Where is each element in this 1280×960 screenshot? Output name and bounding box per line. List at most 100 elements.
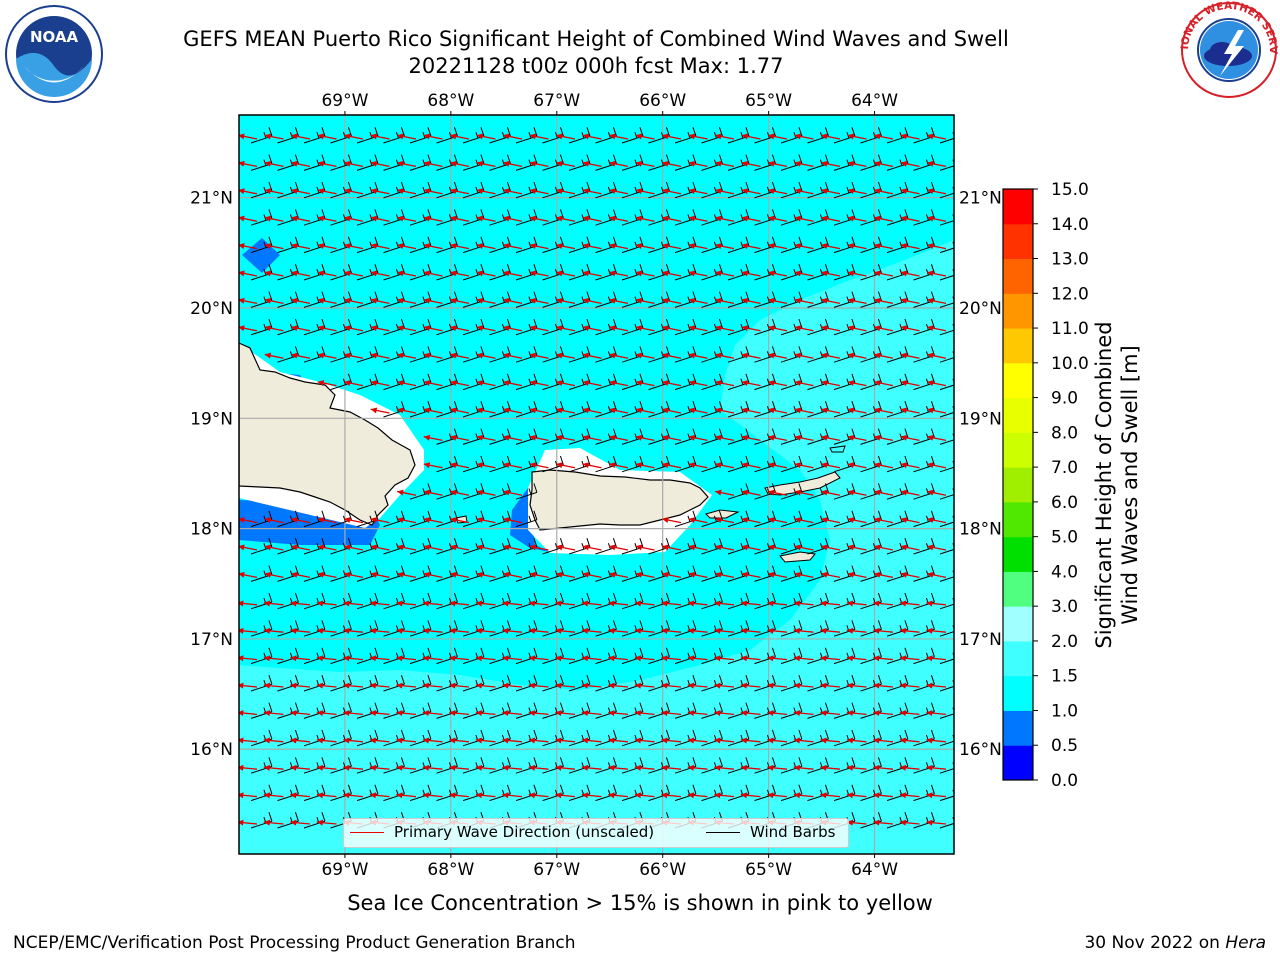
wave-arrow-head [529,571,537,578]
wave-arrow-head [503,160,510,167]
wave-arrow-head [768,380,775,386]
wind-barb-flag [718,236,723,246]
wave-arrow-head [794,243,802,249]
wind-barb-flag [586,620,591,630]
wave-arrow-head [609,544,616,551]
wave-arrow-head [344,544,351,551]
wind-barb-flag [745,264,750,274]
wind-barb-flag [851,428,856,438]
wave-arrow-head [714,682,721,689]
wave-arrow-head [608,627,615,634]
wind-barb-flag [374,538,379,548]
wind-barb-flag [665,702,670,712]
wind-barb-flag [268,538,273,548]
wave-arrow-head [846,710,854,717]
wave-arrow-head [847,352,855,359]
wind-barb-flag [506,538,511,548]
wind-barb-staff [939,329,954,336]
wave-arrow-head [794,462,802,469]
wind-barb-flag [877,592,882,603]
wind-barb-flag [294,538,299,548]
wind-barb-flag [639,209,644,219]
wave-arrow-head [609,133,616,140]
wave-arrow-head [847,571,855,578]
wave-arrow-head [503,188,510,195]
wind-barb-flag [718,784,723,794]
wind-barb-flag [798,209,803,219]
wind-barb-flag [374,784,379,794]
wave-arrow-head [528,600,536,607]
wave-arrow-head [369,627,377,634]
wind-barb-flag [692,702,697,712]
wind-barb-flag [400,401,405,411]
wave-arrow-head [529,407,537,414]
wave-arrow-head [369,764,377,771]
wind-barb-flag [268,757,273,767]
wind-barb-flag [665,373,670,383]
colorbar-swatch [1003,328,1033,364]
wave-arrow-head [794,434,802,441]
wind-barb-flag [400,291,405,301]
wave-arrow-head [316,819,324,826]
wind-barb-flag [374,154,379,164]
wind-barb-flag [427,784,432,794]
wave-arrow-head [609,325,616,332]
wave-arrow-head [662,160,669,167]
wind-barb-flag [480,729,485,740]
wave-arrow-head [369,792,377,799]
wave-arrow-head [793,737,801,744]
legend-item-wind-barbs: Wind Barbs [706,823,835,841]
wind-barb-flag [745,565,750,575]
wind-barb-flag [400,675,405,685]
wave-arrow-head [821,188,828,195]
wind-barb-flag [851,675,856,685]
wave-arrow-head [900,352,908,359]
wind-barb-flag [904,565,909,575]
wind-barb-flag [506,784,511,794]
wave-arrow-head [502,792,509,799]
wind-barb-flag [586,373,591,383]
wave-arrow-head [239,655,244,662]
wind-barb-flag [718,565,723,575]
wind-barb-flag [958,374,961,383]
wave-arrow-head [581,600,589,607]
wind-barb-flag [718,209,723,219]
wind-barb-flag [294,291,299,301]
wave-arrow-head [397,407,404,414]
wave-arrow-head [317,544,325,551]
wave-arrow-head [422,627,430,634]
wind-barb-flag [506,401,511,411]
wave-arrow-head [291,352,298,359]
wind-barb-flag [798,181,803,192]
wave-arrow-head [741,517,749,523]
wave-arrow-head [581,792,589,799]
wind-barb-flag [321,702,326,712]
wave-arrow-head [741,380,749,386]
wind-barb-flag [586,291,591,301]
wave-arrow-head [608,792,615,799]
wind-barb-flag [877,647,882,657]
wind-barb-flag [480,373,485,383]
wave-arrow-head [343,737,350,744]
wind-barb-flag [771,757,776,767]
wind-barb-flag [400,647,405,657]
wave-arrow-head [239,571,245,578]
wave-arrow-head [239,243,245,249]
wave-arrow-head [608,682,615,689]
wave-arrow-head [715,407,722,414]
wind-barb-flag [480,401,485,411]
wave-arrow-head [874,517,881,523]
wave-arrow-head [662,544,669,551]
wind-barb-flag [639,373,644,383]
wind-barb-flag [718,346,723,356]
wind-barb-staff [939,439,954,445]
wind-barb-flag [851,154,856,164]
wave-arrow-head [608,655,615,662]
colorbar-tick-label: 3.0 [1051,597,1078,617]
wind-barb-flag [453,510,458,520]
wave-arrow-head [370,133,378,140]
wave-arrow-head [740,655,748,662]
wind-barb-flag [506,127,511,137]
land-virgin-islands [764,471,841,496]
wind-barb-flag [958,346,961,355]
